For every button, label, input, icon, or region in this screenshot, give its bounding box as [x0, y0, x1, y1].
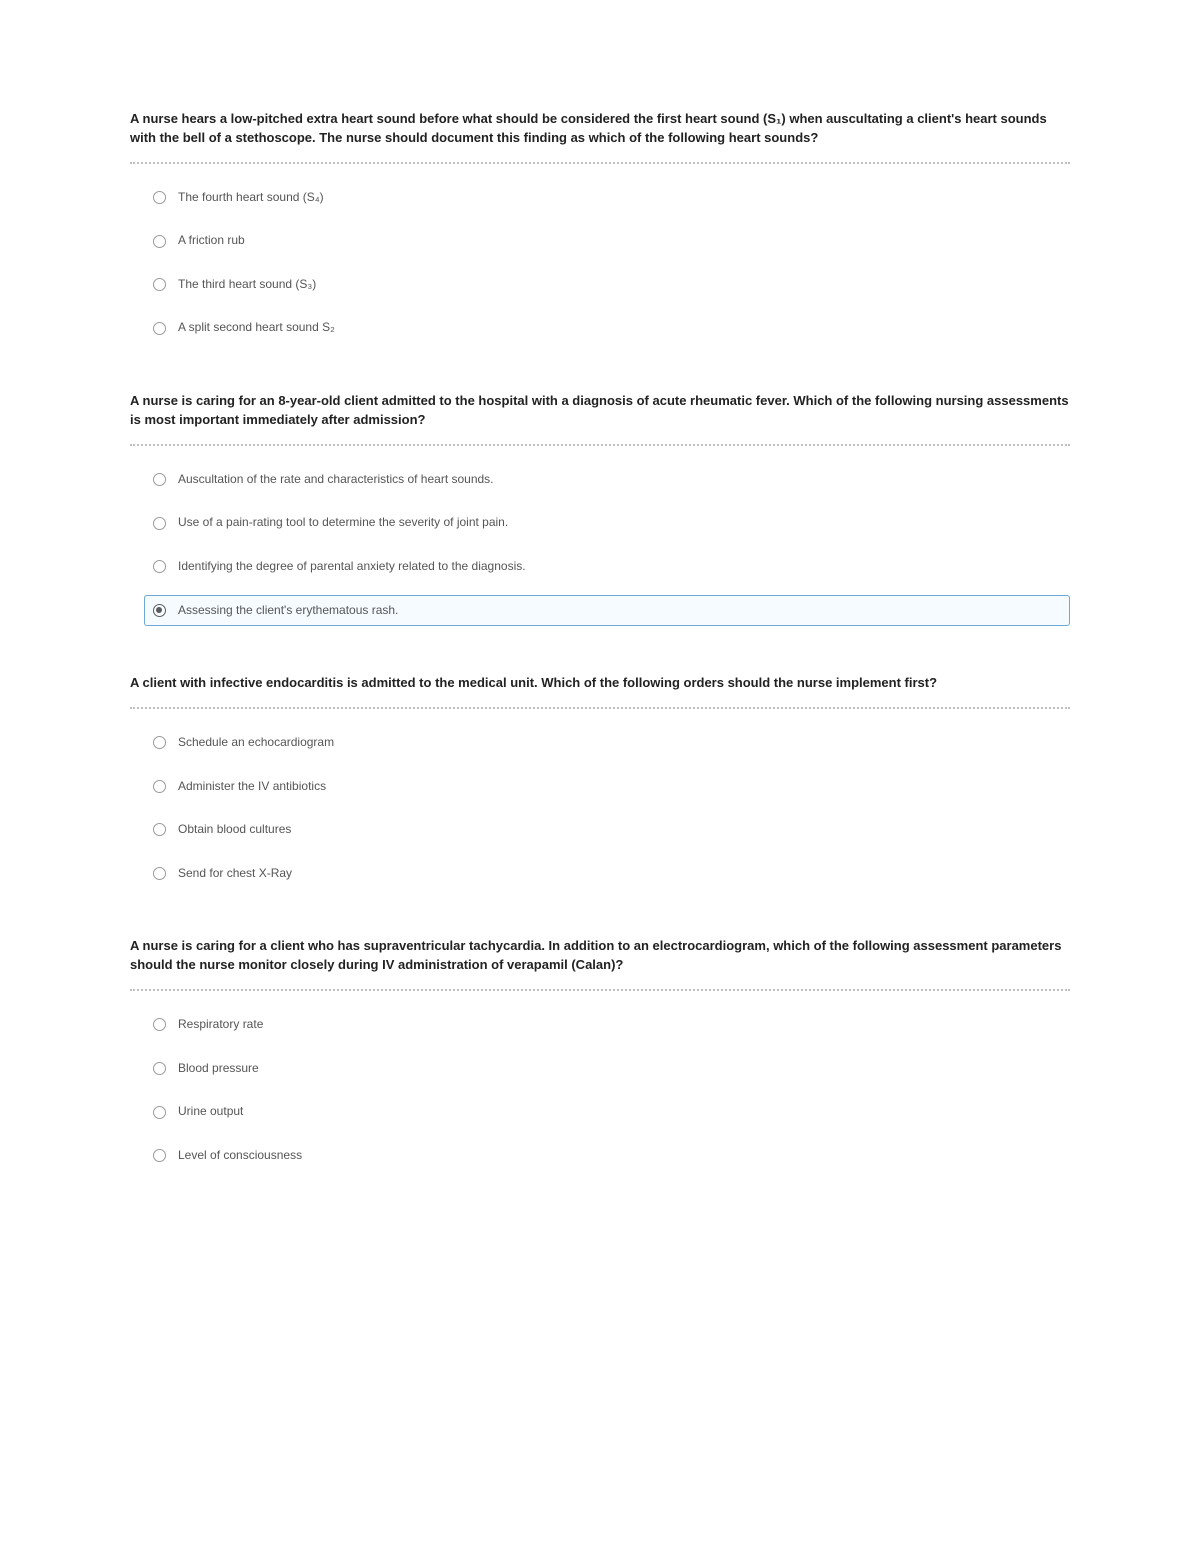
quiz-page: A nurse hears a low-pitched extra heart …: [0, 0, 1200, 1553]
option-list: Auscultation of the rate and characteris…: [130, 464, 1070, 626]
question-4: A nurse is caring for a client who has s…: [130, 937, 1070, 1171]
option-label: Send for chest X-Ray: [178, 866, 292, 882]
question-text: A nurse is caring for a client who has s…: [130, 937, 1070, 975]
divider: [130, 989, 1070, 991]
option-row[interactable]: Send for chest X-Ray: [144, 858, 1070, 890]
radio-icon: [153, 1149, 166, 1162]
option-label: Level of consciousness: [178, 1148, 302, 1164]
question-1: A nurse hears a low-pitched extra heart …: [130, 110, 1070, 344]
option-label: Blood pressure: [178, 1061, 259, 1077]
radio-icon: [153, 560, 166, 573]
radio-icon: [153, 867, 166, 880]
option-row[interactable]: Respiratory rate: [144, 1009, 1070, 1041]
option-label: Identifying the degree of parental anxie…: [178, 559, 526, 575]
option-label: Schedule an echocardiogram: [178, 735, 334, 751]
question-text: A client with infective endocarditis is …: [130, 674, 1070, 693]
radio-icon: [153, 278, 166, 291]
option-label: Obtain blood cultures: [178, 822, 291, 838]
option-label: A split second heart sound S₂: [178, 320, 335, 336]
divider: [130, 707, 1070, 709]
question-text: A nurse hears a low-pitched extra heart …: [130, 110, 1070, 148]
question-2: A nurse is caring for an 8-year-old clie…: [130, 392, 1070, 626]
radio-icon: [153, 191, 166, 204]
option-label: The third heart sound (S₃): [178, 277, 316, 293]
option-row[interactable]: Blood pressure: [144, 1053, 1070, 1085]
radio-icon: [153, 517, 166, 530]
divider: [130, 162, 1070, 164]
option-list: Schedule an echocardiogram Administer th…: [130, 727, 1070, 889]
option-row[interactable]: Schedule an echocardiogram: [144, 727, 1070, 759]
option-row[interactable]: The fourth heart sound (S₄): [144, 182, 1070, 214]
option-list: The fourth heart sound (S₄) A friction r…: [130, 182, 1070, 344]
question-text: A nurse is caring for an 8-year-old clie…: [130, 392, 1070, 430]
option-label: A friction rub: [178, 233, 245, 249]
option-row[interactable]: Use of a pain-rating tool to determine t…: [144, 507, 1070, 539]
option-row[interactable]: A friction rub: [144, 225, 1070, 257]
radio-icon: [153, 1018, 166, 1031]
radio-icon: [153, 1062, 166, 1075]
option-label: Auscultation of the rate and characteris…: [178, 472, 494, 488]
option-label: Use of a pain-rating tool to determine t…: [178, 515, 508, 531]
option-row[interactable]: The third heart sound (S₃): [144, 269, 1070, 301]
option-row[interactable]: Urine output: [144, 1096, 1070, 1128]
radio-icon: [153, 235, 166, 248]
option-row[interactable]: Obtain blood cultures: [144, 814, 1070, 846]
radio-icon: [153, 604, 166, 617]
radio-icon: [153, 1106, 166, 1119]
option-label: Respiratory rate: [178, 1017, 263, 1033]
option-list: Respiratory rate Blood pressure Urine ou…: [130, 1009, 1070, 1171]
divider: [130, 444, 1070, 446]
radio-icon: [153, 322, 166, 335]
radio-icon: [153, 780, 166, 793]
option-row[interactable]: A split second heart sound S₂: [144, 312, 1070, 344]
option-row[interactable]: Assessing the client's erythematous rash…: [144, 595, 1070, 627]
radio-icon: [153, 823, 166, 836]
option-label: The fourth heart sound (S₄): [178, 190, 324, 206]
radio-icon: [153, 736, 166, 749]
option-row[interactable]: Administer the IV antibiotics: [144, 771, 1070, 803]
question-3: A client with infective endocarditis is …: [130, 674, 1070, 889]
option-row[interactable]: Level of consciousness: [144, 1140, 1070, 1172]
radio-icon: [153, 473, 166, 486]
option-label: Assessing the client's erythematous rash…: [178, 603, 398, 619]
option-row[interactable]: Identifying the degree of parental anxie…: [144, 551, 1070, 583]
option-row[interactable]: Auscultation of the rate and characteris…: [144, 464, 1070, 496]
option-label: Urine output: [178, 1104, 243, 1120]
option-label: Administer the IV antibiotics: [178, 779, 326, 795]
